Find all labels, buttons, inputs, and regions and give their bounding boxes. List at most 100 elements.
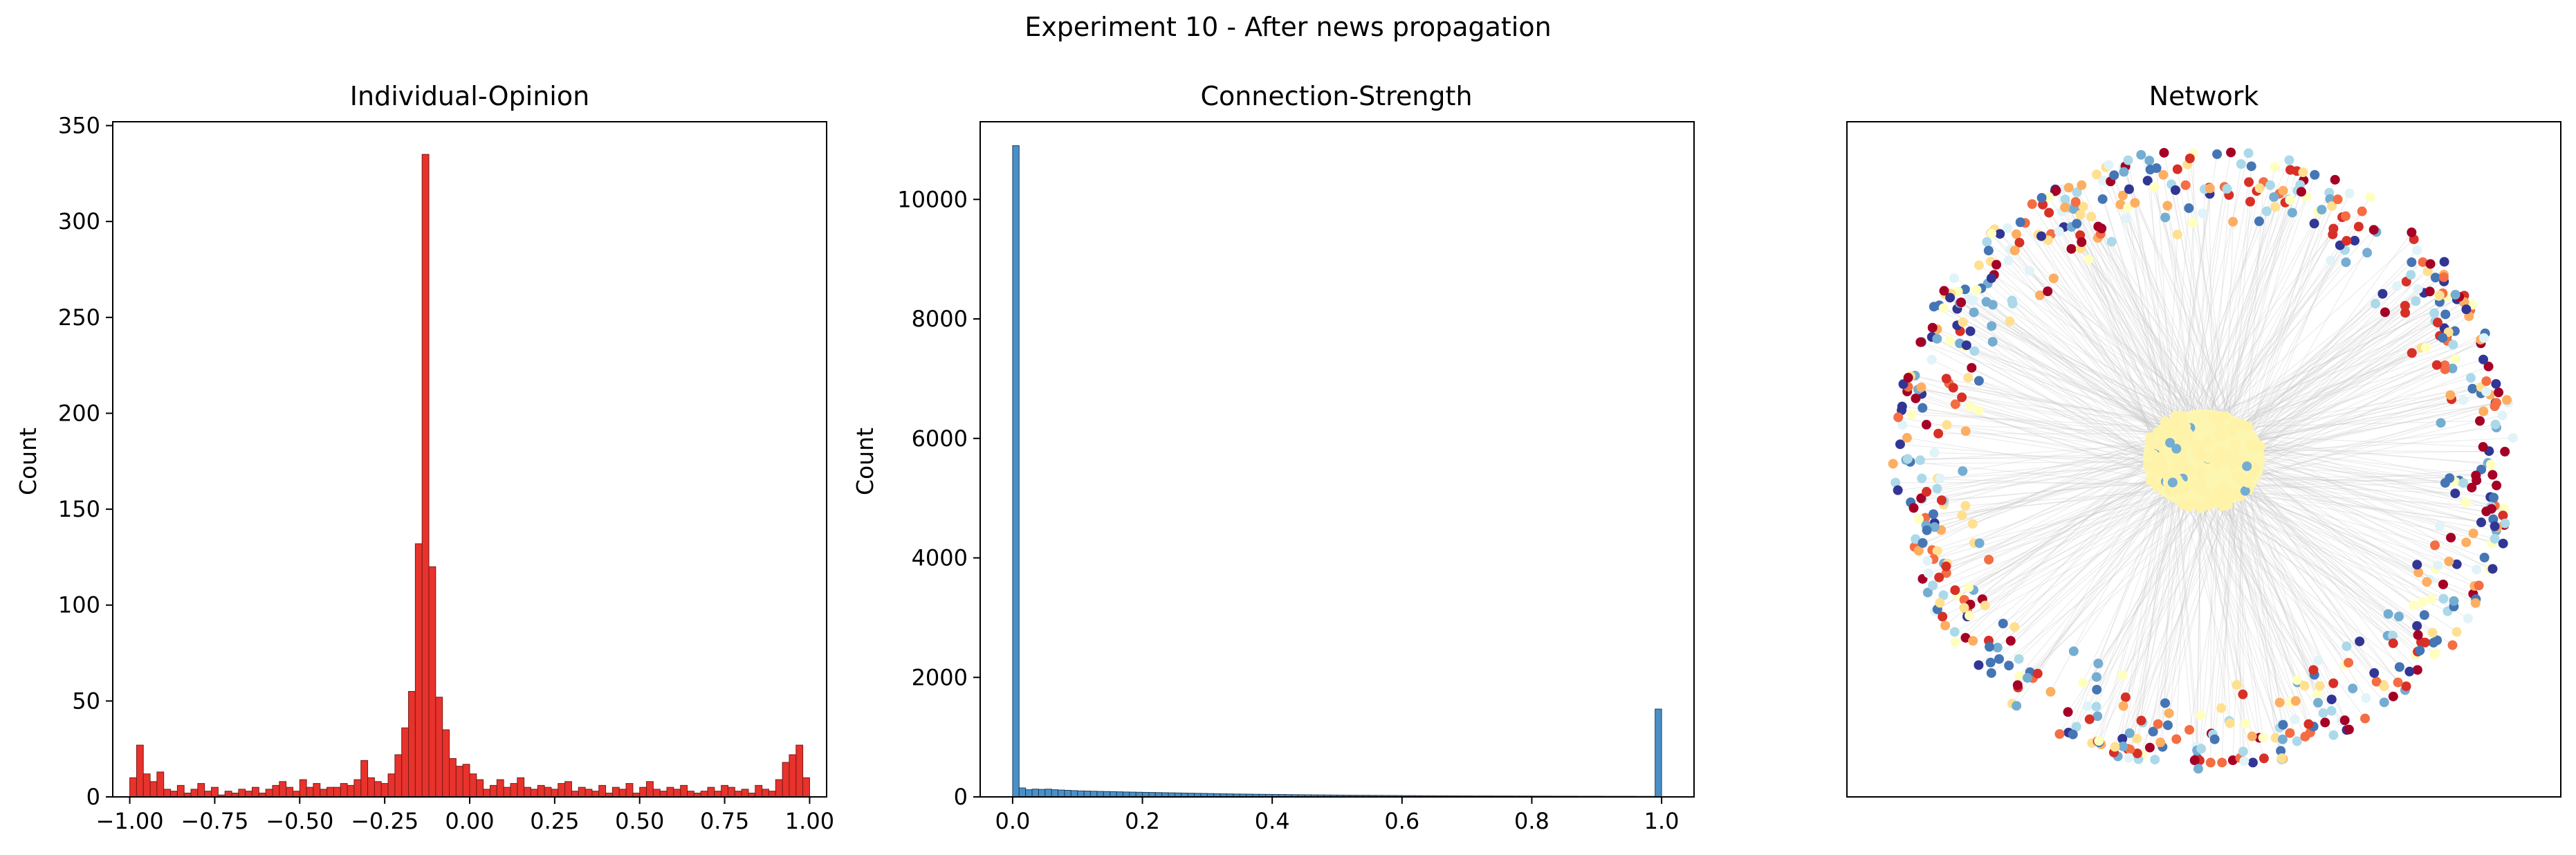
opinion-histogram-title: Individual-Opinion — [350, 81, 589, 111]
network-node — [2330, 174, 2340, 185]
network-node — [1960, 426, 1971, 436]
network-edge — [2244, 212, 2319, 451]
network-edge — [2239, 445, 2472, 488]
network-node — [2238, 689, 2248, 699]
network-node — [2142, 176, 2153, 186]
y-tick-label: 0 — [954, 784, 968, 810]
network-node — [2298, 167, 2308, 178]
network-node — [1987, 228, 1997, 239]
histogram-bar — [1135, 791, 1143, 798]
histogram-bar — [1031, 789, 1039, 798]
network-node — [2229, 460, 2239, 470]
network-edge — [1951, 293, 2169, 472]
network-node — [2036, 192, 2047, 203]
network-node — [2431, 360, 2442, 370]
network-node — [2172, 229, 2182, 239]
network-node — [2077, 237, 2087, 247]
network-node — [2427, 627, 2438, 638]
network-node — [1957, 511, 1967, 521]
network-node — [2124, 184, 2134, 194]
network-edge — [1965, 288, 2199, 452]
network-node — [2472, 564, 2482, 575]
network-node — [2164, 708, 2174, 719]
histogram-bar — [496, 779, 504, 798]
histogram-bar — [1045, 789, 1052, 798]
strength-histogram-ticks: 0.0 0.2 0.4 0.6 0.8 1.0 0 2000 4000 6000 8000 10000 — [897, 186, 1679, 834]
network-edge — [2163, 152, 2225, 454]
network-node — [2145, 475, 2155, 486]
network-node — [2285, 728, 2295, 738]
network-edge — [2237, 466, 2399, 683]
network-node — [1986, 668, 1996, 678]
strength-histogram-panel: Connection-Strength Count 0.0 0.2 0.4 0.6 0.… — [852, 81, 1695, 834]
network-edge — [2037, 449, 2172, 674]
network-node — [2132, 733, 2142, 744]
network-edge — [2098, 469, 2180, 743]
network-node — [2227, 755, 2238, 766]
network-node — [2440, 478, 2450, 488]
network-node — [1963, 372, 1974, 383]
network-node — [2460, 497, 2471, 508]
network-node — [1945, 293, 1956, 303]
network-node — [2427, 594, 2437, 604]
network-node — [2014, 654, 2024, 664]
network-edge — [2200, 488, 2347, 647]
network-node — [1971, 285, 1982, 295]
histogram-bar — [1025, 789, 1033, 798]
network-node — [1922, 486, 1932, 497]
network-node — [2179, 423, 2189, 433]
network-node — [2117, 734, 2128, 744]
network-node — [2215, 421, 2225, 432]
network-node — [2193, 764, 2203, 774]
network-edge — [2243, 315, 2469, 468]
network-node — [2072, 187, 2082, 197]
histogram-bar — [1070, 790, 1078, 798]
network-node — [2078, 201, 2088, 212]
network-node — [2438, 579, 2448, 589]
network-node — [2178, 412, 2188, 423]
network-node — [2144, 156, 2155, 166]
network-node — [2179, 484, 2189, 495]
network-node — [2238, 746, 2248, 757]
network-edge — [2160, 466, 2189, 743]
network-edge — [2227, 476, 2282, 760]
network-node — [2077, 180, 2087, 190]
network-edge — [2097, 474, 2176, 742]
histogram-bar — [306, 787, 314, 798]
network-node — [2425, 286, 2435, 297]
network-node — [2222, 183, 2232, 194]
network-node — [2136, 149, 2146, 160]
network-edge — [1910, 461, 2186, 489]
network-node — [2160, 212, 2171, 223]
network-node — [2388, 691, 2398, 701]
network-node — [2478, 333, 2489, 343]
network-node — [2175, 478, 2185, 488]
histogram-bar — [367, 777, 375, 798]
x-tick-label: 0.4 — [1255, 808, 1290, 834]
x-tick-label: 1.00 — [785, 808, 834, 834]
network-node — [1959, 603, 1969, 613]
network-node — [2075, 210, 2086, 220]
network-node — [2170, 463, 2180, 474]
network-node — [2388, 638, 2398, 648]
network-node — [1888, 459, 1898, 469]
network-node — [2418, 597, 2428, 607]
network-node — [1948, 383, 1958, 393]
histogram-bar — [768, 791, 776, 798]
network-edge — [1922, 477, 2187, 488]
histogram-bar — [1089, 791, 1098, 798]
network-node — [2118, 701, 2128, 711]
network-node — [2449, 596, 2459, 606]
histogram-bar — [197, 783, 205, 798]
network-node — [2450, 290, 2460, 300]
network-node — [2121, 213, 2131, 223]
network-edge — [1944, 293, 2166, 475]
network-node — [1928, 509, 1938, 520]
network-edge — [2089, 481, 2174, 719]
network-node — [2285, 195, 2295, 205]
x-tick-label: 0.50 — [615, 808, 664, 834]
network-edge — [2088, 259, 2246, 439]
histogram-bar — [530, 789, 538, 798]
histogram-bar — [408, 691, 416, 798]
network-node — [2478, 354, 2489, 365]
